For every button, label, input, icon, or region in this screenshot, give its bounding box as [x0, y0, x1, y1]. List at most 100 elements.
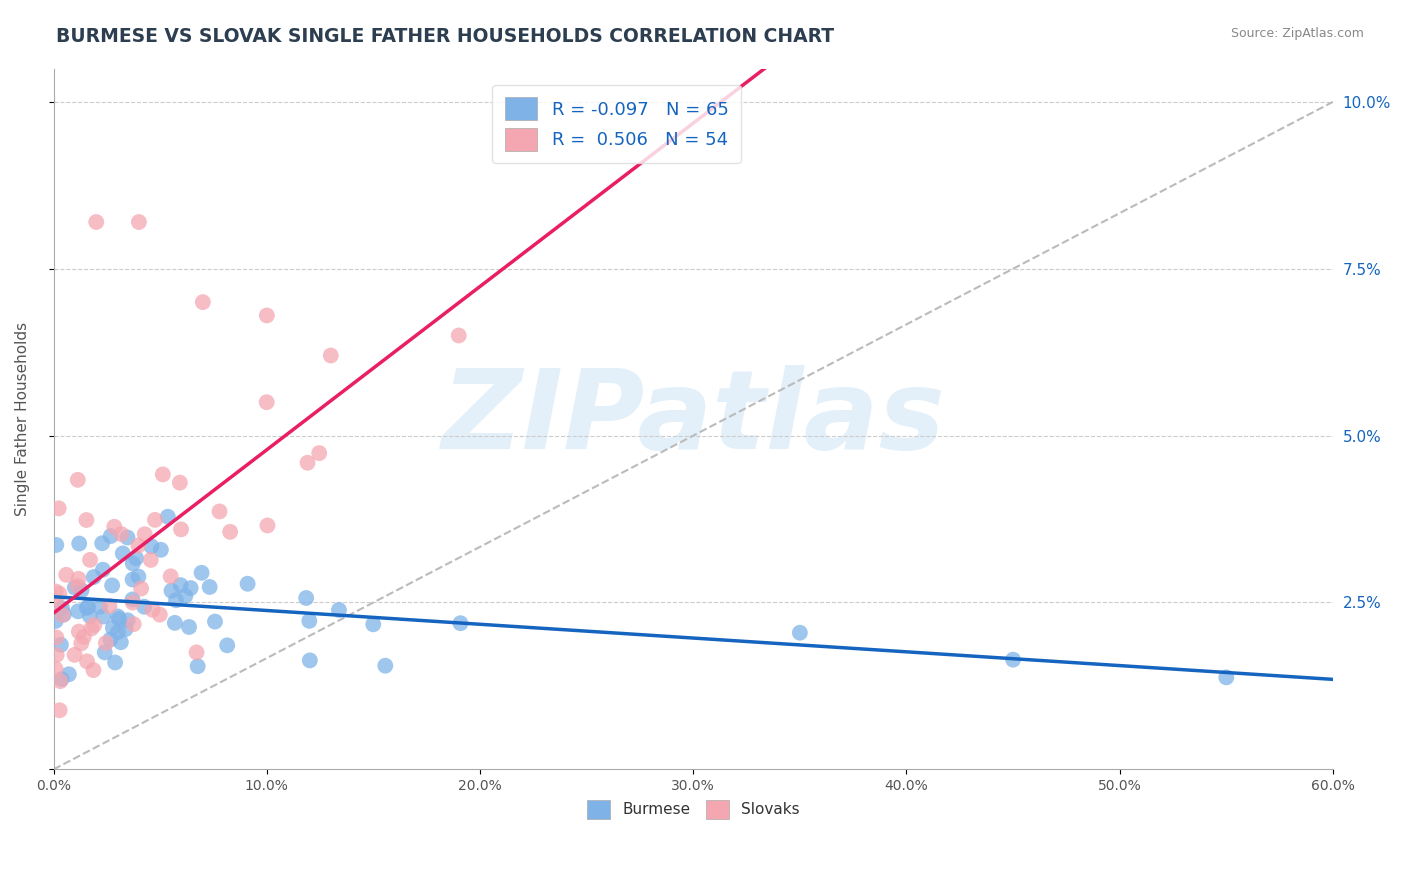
Point [187, 659, 209, 673]
Point [177, 620, 200, 634]
Point [107, 609, 129, 624]
Point [82, 663, 104, 677]
Point [121, 592, 143, 607]
Point [55, 567, 77, 582]
Point [101, 621, 124, 635]
Point [149, 607, 172, 622]
Point [174, 589, 197, 603]
Point [298, 653, 321, 667]
Point [134, 527, 156, 541]
Point [152, 467, 174, 482]
Point [256, 395, 278, 409]
Point [129, 582, 152, 596]
Point [108, 612, 131, 626]
Point [70, 636, 93, 650]
Point [79, 609, 101, 624]
Point [83, 618, 105, 632]
Point [77, 599, 100, 614]
Point [103, 520, 125, 534]
Point [100, 529, 122, 543]
Point [121, 573, 143, 587]
Point [93, 645, 115, 659]
Point [67, 624, 90, 639]
Point [217, 638, 239, 652]
Point [51, 601, 73, 615]
Text: BURMESE VS SLOVAK SINGLE FATHER HOUSEHOLDS CORRELATION CHART: BURMESE VS SLOVAK SINGLE FATHER HOUSEHOL… [56, 27, 834, 45]
Point [110, 635, 132, 649]
Point [449, 616, 471, 631]
Point [236, 576, 259, 591]
Point [121, 557, 143, 571]
Point [256, 309, 278, 323]
Point [295, 591, 318, 605]
Point [127, 569, 149, 583]
Point [101, 578, 124, 592]
Point [208, 504, 231, 518]
Point [169, 475, 191, 490]
Point [117, 613, 139, 627]
Point [67, 604, 90, 618]
Point [45, 538, 67, 552]
Point [49, 674, 72, 689]
Point [91, 563, 114, 577]
Point [159, 569, 181, 583]
Point [75, 513, 97, 527]
Point [66, 473, 89, 487]
Point [63, 648, 86, 662]
Point [67, 536, 90, 550]
Point [190, 566, 212, 580]
Point [45, 662, 67, 676]
Point [127, 539, 149, 553]
Point [45, 631, 67, 645]
Point [84, 215, 107, 229]
Point [94, 636, 117, 650]
Point [170, 522, 193, 536]
Point [328, 603, 350, 617]
Point [160, 583, 183, 598]
Point [125, 551, 148, 566]
Point [789, 625, 811, 640]
Point [163, 615, 186, 630]
Point [143, 513, 166, 527]
Point [76, 654, 98, 668]
Point [89, 599, 111, 614]
Point [141, 603, 163, 617]
Text: Source: ZipAtlas.com: Source: ZipAtlas.com [1230, 27, 1364, 40]
Point [156, 509, 179, 524]
Point [110, 527, 132, 541]
Point [165, 593, 187, 607]
Point [139, 553, 162, 567]
Point [58, 667, 80, 681]
Point [70, 583, 93, 598]
Point [122, 617, 145, 632]
Point [191, 295, 214, 310]
Point [128, 215, 150, 229]
Point [1002, 653, 1025, 667]
Point [308, 446, 330, 460]
Point [298, 614, 321, 628]
Point [91, 609, 114, 624]
Point [79, 553, 101, 567]
Point [73, 630, 96, 644]
Point [48, 703, 70, 717]
Point [297, 456, 319, 470]
Point [219, 524, 242, 539]
Y-axis label: Single Father Households: Single Father Households [15, 322, 30, 516]
Point [49, 638, 72, 652]
Point [100, 632, 122, 647]
Point [45, 584, 67, 599]
Point [198, 580, 221, 594]
Point [319, 349, 342, 363]
Point [45, 597, 67, 611]
Point [52, 607, 75, 622]
Point [374, 658, 396, 673]
Point [204, 615, 226, 629]
Point [141, 539, 163, 553]
Point [66, 579, 89, 593]
Point [76, 600, 98, 615]
Point [134, 599, 156, 614]
Point [111, 546, 134, 560]
Point [256, 518, 278, 533]
Point [104, 656, 127, 670]
Point [114, 622, 136, 636]
